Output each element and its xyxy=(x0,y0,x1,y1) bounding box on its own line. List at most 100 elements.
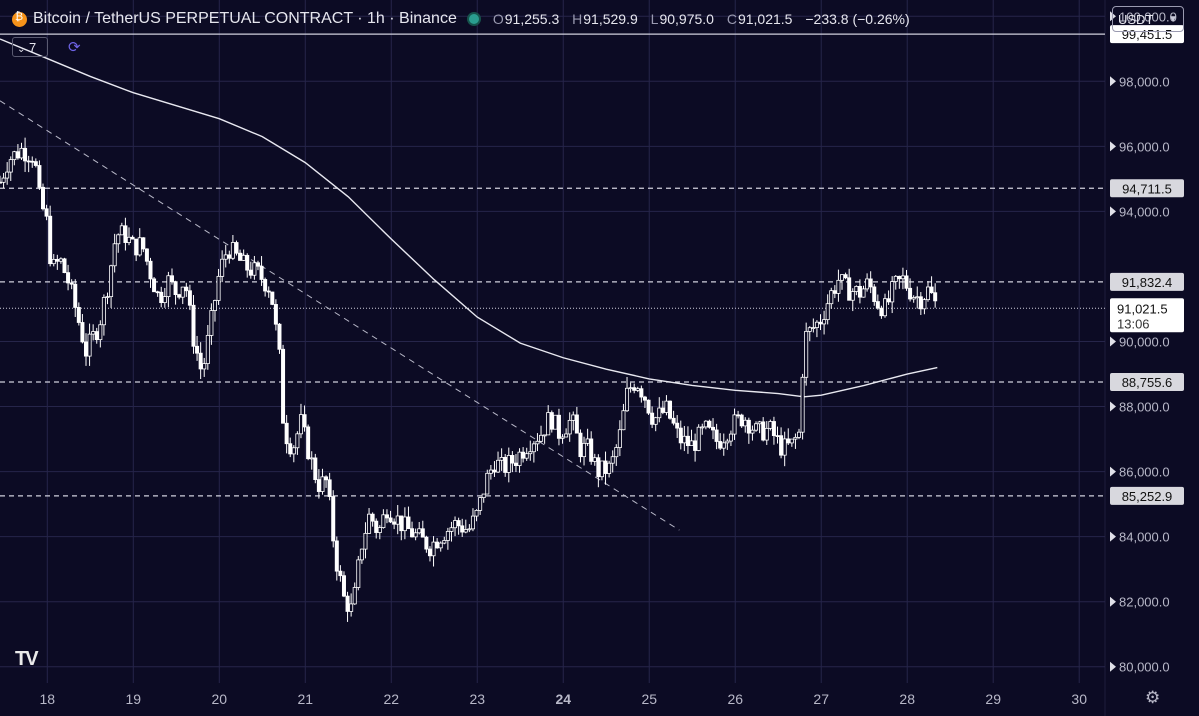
tradingview-logo-icon[interactable]: TV xyxy=(15,648,39,670)
candle-body xyxy=(284,422,289,445)
candle-body xyxy=(513,462,518,466)
candle-body xyxy=(91,331,96,335)
candle-body xyxy=(764,427,769,441)
candle-body xyxy=(306,426,311,460)
candle-body xyxy=(531,443,536,453)
trendline-dashed xyxy=(0,100,680,531)
candle-body xyxy=(524,453,529,459)
candle-body xyxy=(693,440,698,451)
candle-body xyxy=(338,570,343,577)
candle-body xyxy=(467,528,472,531)
symbol-title[interactable]: Bitcoin / TetherUS PERPETUAL CONTRACT · … xyxy=(33,10,457,27)
candle-body xyxy=(900,275,905,280)
candle-body xyxy=(101,297,106,326)
candle-body xyxy=(173,281,178,296)
candle-body xyxy=(868,278,873,288)
candle-body xyxy=(836,279,841,294)
candle-body xyxy=(700,426,705,429)
candle-body xyxy=(277,323,282,350)
candle-body xyxy=(585,438,590,444)
refresh-icon[interactable]: ⟳ xyxy=(68,39,81,56)
candle-body xyxy=(435,541,440,549)
candle-body xyxy=(793,436,798,440)
candle-body xyxy=(427,548,432,557)
candle-body xyxy=(628,387,633,390)
candle-body xyxy=(496,459,501,473)
price-tags: 99,451.5 94,711.5 91,832.4 88,755.6 85,252.9… xyxy=(1110,25,1184,505)
indicator-count: 7 xyxy=(29,40,37,55)
candle-body xyxy=(349,603,354,612)
candle-body xyxy=(456,520,461,527)
price-level-tag xyxy=(1110,179,1184,198)
candle-body xyxy=(248,269,253,276)
y-tick-label: 94,000.0 xyxy=(1119,204,1170,219)
y-tick-label: 98,000.0 xyxy=(1119,74,1170,89)
candle-body xyxy=(352,587,357,605)
candle-body xyxy=(607,462,612,474)
candle-body xyxy=(825,303,830,321)
candle-body xyxy=(703,420,708,428)
candle-body xyxy=(137,237,142,256)
candle-body xyxy=(614,447,619,458)
candle-body xyxy=(227,254,232,259)
gear-icon[interactable]: ⚙ xyxy=(1145,688,1161,707)
candle-body xyxy=(653,417,658,425)
candle-body xyxy=(316,479,321,492)
price-axis[interactable]: 100,000.0 98,000.0 96,000.0 94,000.0 90,000.… xyxy=(1110,9,1177,675)
candle-body xyxy=(273,304,278,325)
candle-body xyxy=(141,237,146,250)
candle-body xyxy=(144,248,149,262)
candle-body xyxy=(632,387,637,391)
candle-body xyxy=(664,400,669,413)
x-tick-label: 20 xyxy=(211,691,227,707)
time-axis[interactable]: 18 19 20 21 22 23 24 25 26 27 28 29 30 xyxy=(40,691,1088,707)
candle-body xyxy=(857,285,862,298)
x-tick-label: 26 xyxy=(727,691,743,707)
candle-body xyxy=(12,151,17,161)
candle-body xyxy=(689,440,694,446)
candle-body xyxy=(19,147,24,159)
candle-body xyxy=(395,515,400,525)
candle-body xyxy=(169,275,174,283)
candle-body xyxy=(757,421,762,425)
chevron-down-icon: ⌄ xyxy=(17,44,26,55)
candle-body xyxy=(843,274,848,279)
candle-body xyxy=(578,432,583,458)
candle-body xyxy=(187,290,192,306)
candle-body xyxy=(707,420,712,428)
candle-body xyxy=(334,540,339,572)
candle-body xyxy=(711,426,716,431)
price-level-label: 85,252.9 xyxy=(1122,489,1173,504)
candle-body xyxy=(463,529,468,533)
candle-body xyxy=(216,275,221,301)
bitcoin-icon xyxy=(12,11,27,27)
currency-select[interactable]: USDT ▼ xyxy=(1112,6,1184,32)
indicators-toggle[interactable]: ⌄ 7 xyxy=(12,37,48,57)
candle-body xyxy=(743,419,748,427)
candle-body xyxy=(33,161,38,166)
candle-body xyxy=(313,457,318,480)
candle-body xyxy=(739,414,744,427)
candle-body xyxy=(718,441,723,449)
candle-body xyxy=(320,476,325,492)
moving-average xyxy=(0,38,938,398)
candle-body xyxy=(574,414,579,434)
candle-body xyxy=(417,528,422,534)
candle-body xyxy=(302,414,307,428)
candle-body xyxy=(126,236,131,243)
market-status-icon xyxy=(468,14,479,24)
low-label: L xyxy=(650,11,659,27)
candle-body xyxy=(112,243,117,267)
x-tick-label: 25 xyxy=(641,691,657,707)
candle-body xyxy=(929,286,934,294)
candle-body xyxy=(98,324,103,341)
current-price-tag xyxy=(1110,298,1184,333)
candle-body xyxy=(922,299,927,310)
y-tick-label: 96,000.0 xyxy=(1119,139,1170,154)
candle-body xyxy=(76,307,81,323)
ohlc-readout: O91,255.3 H91,529.9 L90,975.0 C91,021.5 … xyxy=(493,11,910,27)
candle-body xyxy=(850,291,855,301)
candle-body xyxy=(875,301,880,309)
candle-body xyxy=(675,422,680,429)
